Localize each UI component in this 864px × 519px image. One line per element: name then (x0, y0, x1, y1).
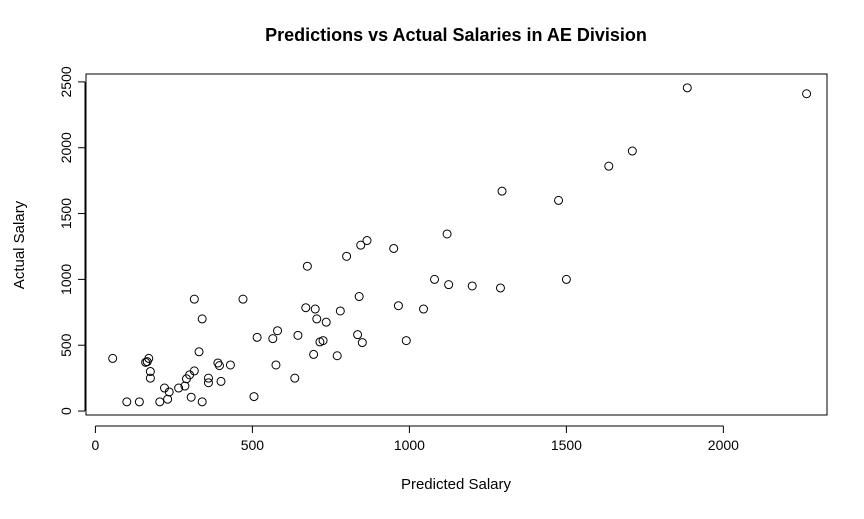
data-point (310, 304, 320, 314)
data-point (342, 251, 352, 261)
data-point (389, 243, 399, 253)
data-point (430, 274, 440, 284)
data-point (197, 314, 207, 324)
y-tick-label: 1500 (58, 198, 74, 229)
data-point (682, 83, 692, 93)
plot-frame (85, 73, 828, 416)
data-point (197, 397, 207, 407)
data-point (238, 294, 248, 304)
data-point (393, 301, 403, 311)
x-tick-label: 1500 (551, 437, 582, 453)
data-point (312, 314, 322, 324)
data-point (144, 353, 154, 363)
data-point (273, 326, 283, 336)
data-point (203, 378, 213, 388)
y-axis: 0 500 1000 1500 2000 2500 (58, 66, 86, 415)
data-point (301, 303, 311, 313)
data-point (108, 353, 118, 363)
data-point (155, 397, 165, 407)
data-point (293, 330, 303, 340)
data-point (164, 387, 174, 397)
data-point (497, 186, 507, 196)
data-point (444, 280, 454, 290)
x-tick-label: 0 (92, 437, 100, 453)
data-point (145, 373, 155, 383)
data-point (357, 338, 367, 348)
data-point (216, 376, 226, 386)
data-point (302, 261, 312, 271)
data-point (332, 351, 342, 361)
data-point (321, 317, 331, 327)
data-points (108, 83, 812, 407)
data-point (268, 334, 278, 344)
x-tick-label: 500 (241, 437, 265, 453)
data-point (214, 361, 224, 371)
data-point (362, 236, 372, 246)
data-point (252, 332, 262, 342)
data-point (194, 347, 204, 357)
data-point (225, 360, 235, 370)
data-point (561, 274, 571, 284)
data-point (356, 240, 366, 250)
data-point (401, 336, 411, 346)
data-point (180, 381, 190, 391)
y-axis-label: Actual Salary (11, 200, 28, 289)
x-tick-label: 1000 (394, 437, 425, 453)
data-point (604, 161, 614, 171)
data-point (627, 146, 637, 156)
data-point (335, 306, 345, 316)
data-point (309, 349, 319, 359)
y-tick-label: 2000 (58, 132, 74, 163)
chart-title: Predictions vs Actual Salaries in AE Div… (265, 25, 647, 45)
y-tick-label: 2500 (58, 66, 74, 97)
y-tick-label: 0 (58, 407, 74, 415)
data-point (249, 392, 259, 402)
data-point (802, 89, 812, 99)
data-point (442, 229, 452, 239)
data-point (203, 373, 213, 383)
data-point (419, 304, 429, 314)
data-point (145, 367, 155, 377)
y-tick-label: 500 (58, 333, 74, 357)
data-point (122, 397, 132, 407)
x-axis-label: Predicted Salary (401, 476, 512, 493)
data-point (186, 392, 196, 402)
x-axis: 0 500 1000 1500 2000 (92, 425, 739, 453)
data-point (318, 336, 328, 346)
data-point (189, 366, 199, 376)
data-point (163, 394, 173, 404)
data-point (353, 330, 363, 340)
data-point (290, 373, 300, 383)
data-point (134, 397, 144, 407)
data-point (271, 360, 281, 370)
y-tick-label: 1000 (58, 264, 74, 295)
data-point (189, 294, 199, 304)
data-point (174, 383, 184, 393)
data-point (495, 283, 505, 293)
data-point (354, 292, 364, 302)
data-point (467, 281, 477, 291)
x-tick-label: 2000 (708, 437, 739, 453)
data-point (213, 358, 223, 368)
data-point (554, 195, 564, 205)
